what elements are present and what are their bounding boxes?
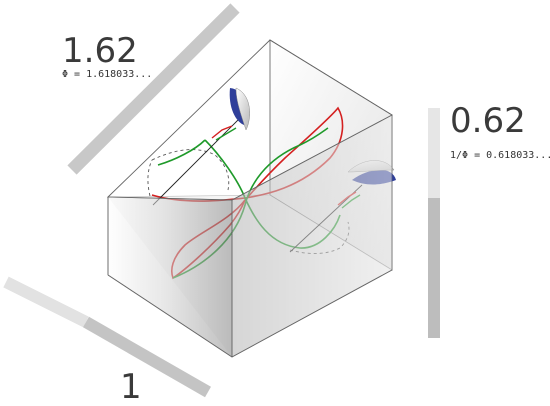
box-front-faces xyxy=(106,39,393,358)
unit-side-value: 1 xyxy=(120,367,142,406)
measure-bar-unit xyxy=(3,276,211,398)
measure-bar-long xyxy=(67,3,240,175)
measure-bar-short xyxy=(428,108,440,338)
sail-gizmo-upper xyxy=(152,87,250,206)
curve-green-left xyxy=(157,139,206,166)
short-side-formula: 1/Φ = 0.618033... xyxy=(450,150,550,161)
curve-red-upper xyxy=(151,106,344,202)
long-side-value: 1.62 xyxy=(62,31,138,71)
inner-dashed-arcs xyxy=(147,149,350,254)
long-side-formula: Φ = 1.618033... xyxy=(62,69,152,80)
short-side-value: 0.62 xyxy=(450,101,526,141)
